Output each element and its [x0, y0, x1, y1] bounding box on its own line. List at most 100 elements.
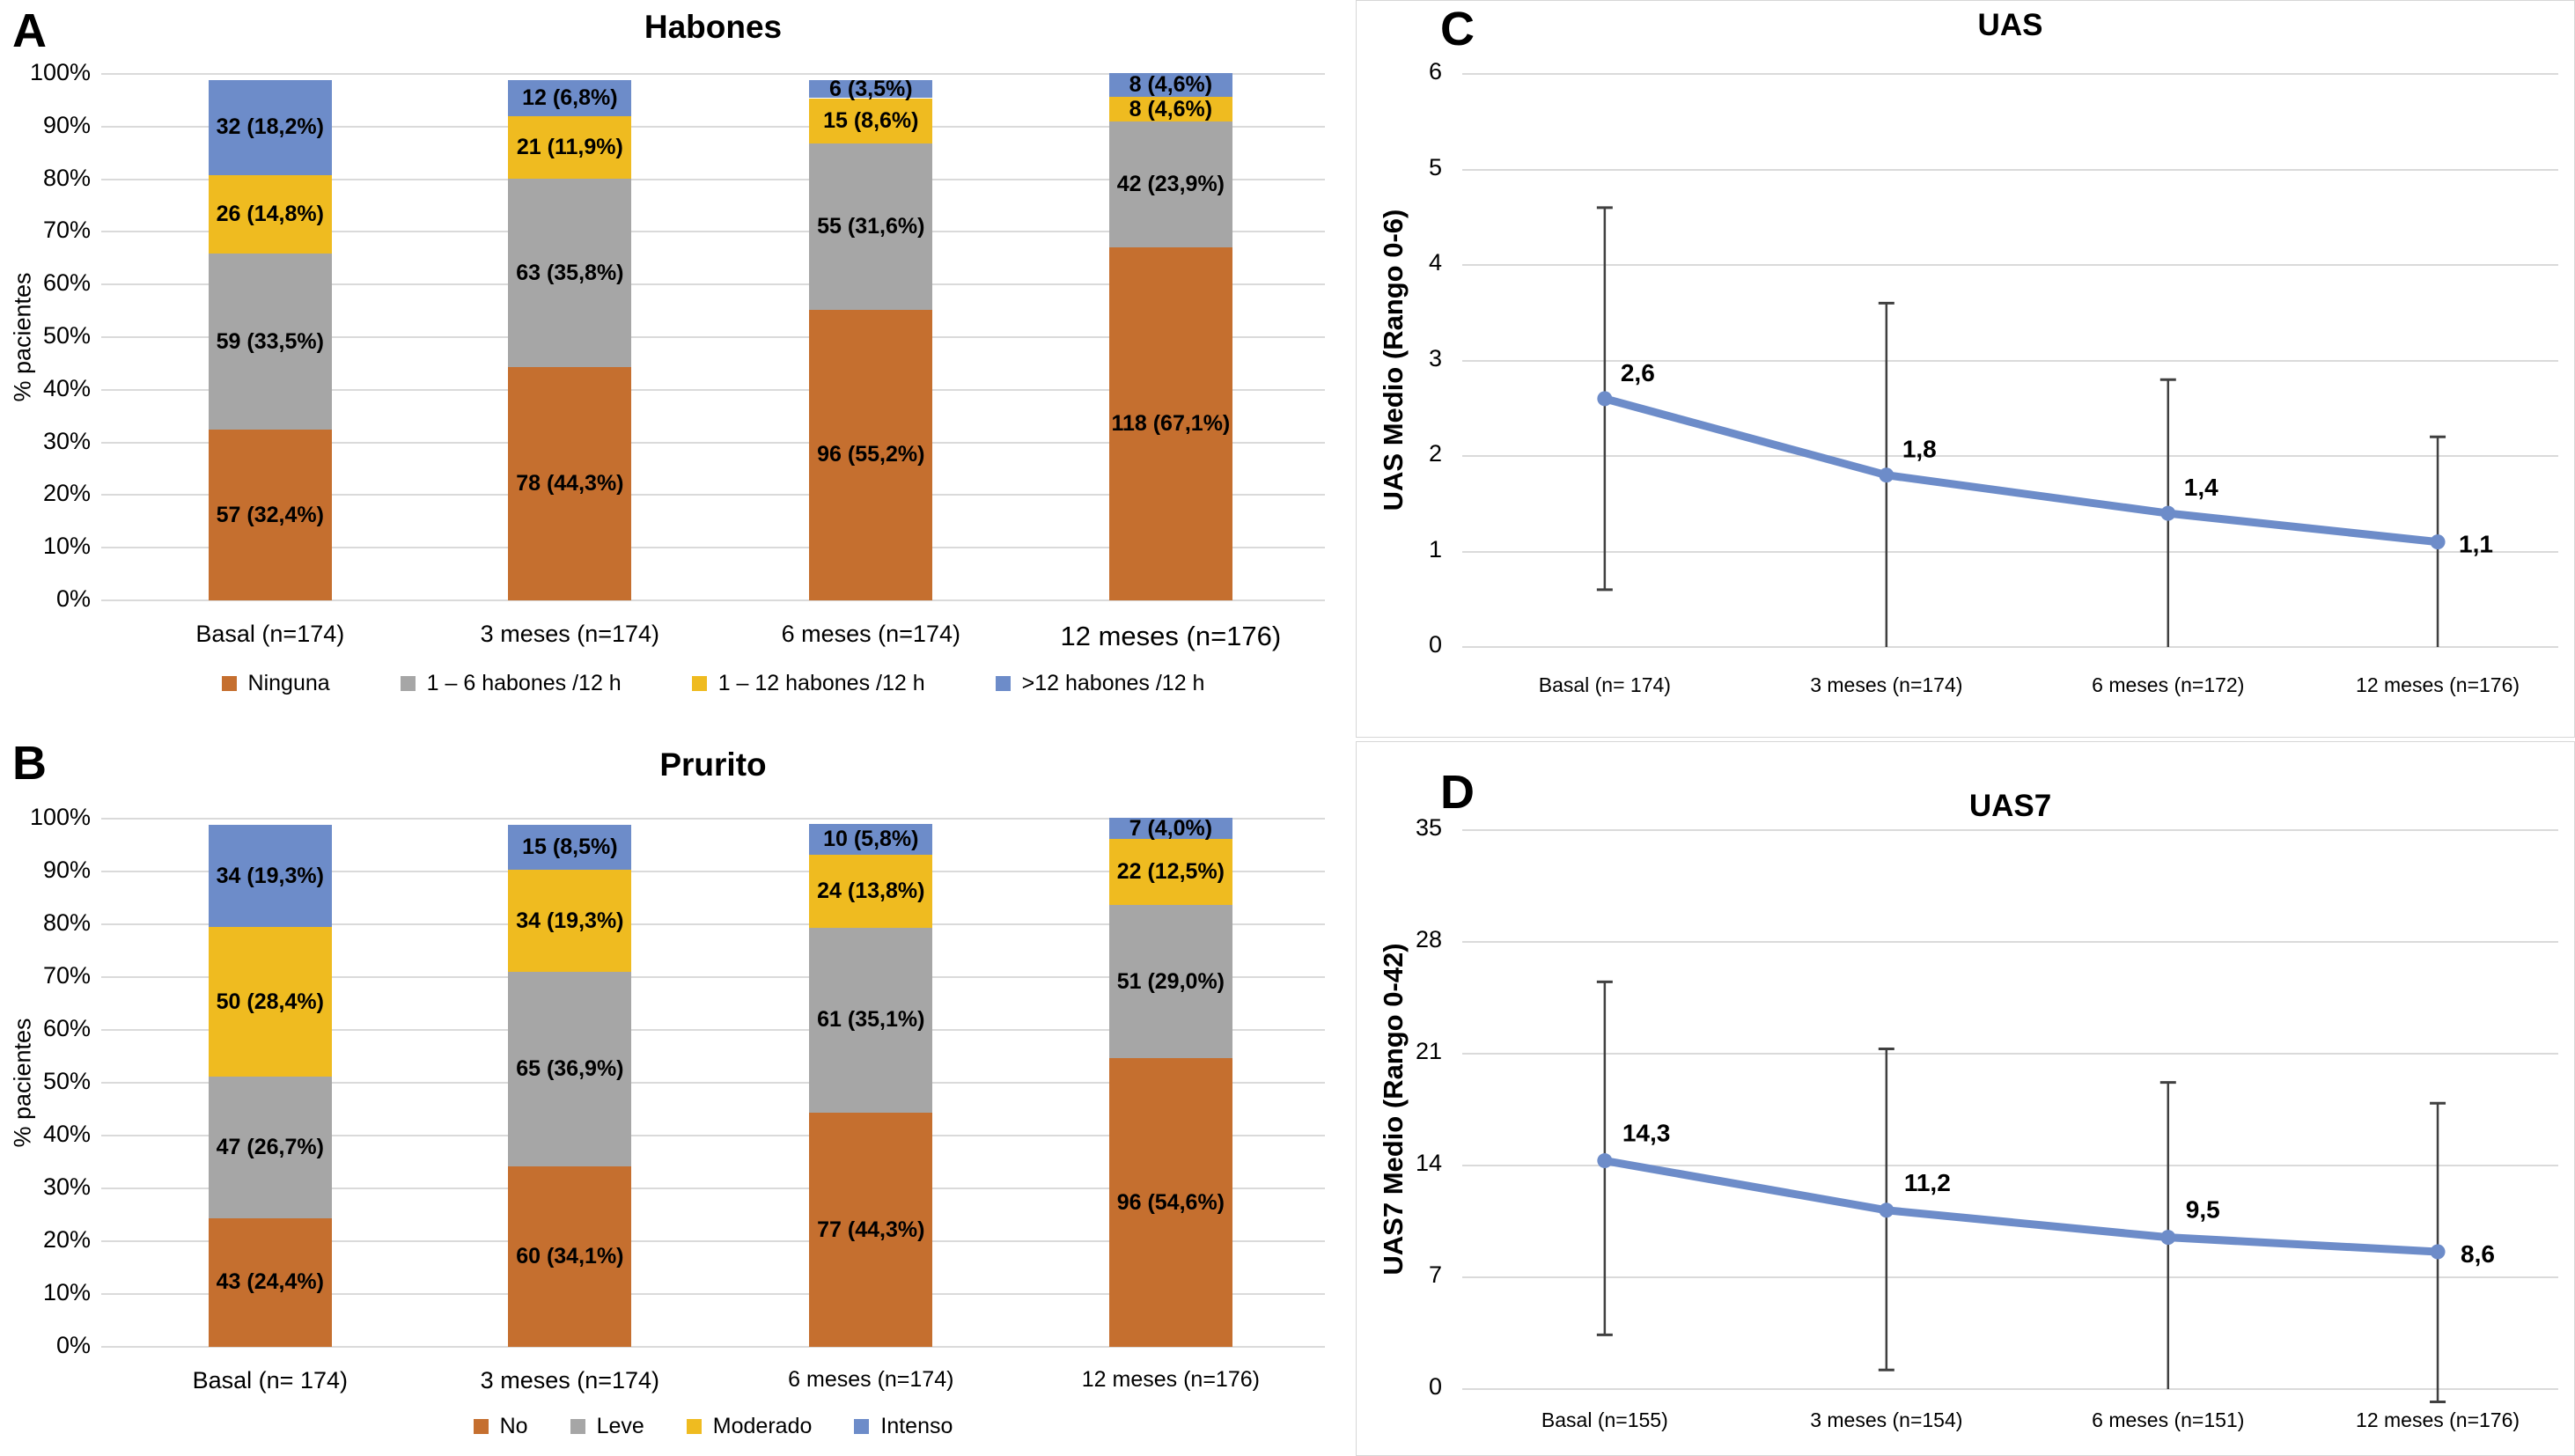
x-axis-category-label: 12 meses (n=176): [2356, 1408, 2520, 1431]
gridline: [101, 178, 1325, 180]
bar-segment-A-1: 59 (33,5%): [208, 253, 332, 430]
legend-swatch-icon: [400, 676, 416, 691]
x-axis-category-label: Basal (n= 174): [1538, 673, 1671, 696]
y-tick-label: 30%: [42, 1173, 91, 1200]
bar-segment-B-1: 50 (28,4%): [208, 927, 332, 1077]
bar-segment-value-label: 63 (35,8%): [516, 260, 624, 285]
bar-segment-B-2: 34 (19,3%): [508, 870, 632, 972]
y-tick-label: 80%: [42, 164, 91, 191]
bar-segment-A-3: 15 (8,6%): [809, 98, 933, 143]
panel-b-prurito: B Prurito % pacientes No Leve Moderado Inte…: [0, 734, 1356, 1456]
bar-segment-B-2: 60 (34,1%): [508, 1166, 632, 1347]
panel-b-title: Prurito: [659, 746, 767, 783]
gridline: [1462, 1276, 2558, 1278]
gridline: [1462, 168, 2558, 171]
legend-label: >12 habones /12 h: [1021, 671, 1205, 695]
gridline: [101, 818, 1325, 820]
legend-label: Ninguna: [247, 671, 330, 695]
bar-segment-A-2: 78 (44,3%): [508, 367, 632, 600]
data-point-marker: [2160, 1230, 2176, 1246]
legend-item: Moderado: [686, 1414, 813, 1439]
legend-swatch-icon: [691, 676, 707, 691]
x-axis-category-label: 3 meses (n=174): [480, 1367, 660, 1393]
bar-segment-value-label: 32 (18,2%): [216, 114, 324, 140]
y-tick-label: 4: [1428, 249, 1442, 276]
bar-segment-value-label: 96 (54,6%): [1116, 1189, 1225, 1215]
bar-segment-value-label: 78 (44,3%): [516, 471, 624, 496]
y-tick-label: 14: [1415, 1150, 1442, 1176]
bar-segment-value-label: 65 (36,9%): [516, 1056, 624, 1082]
bar-segment-value-label: 59 (33,5%): [216, 328, 324, 354]
gridline: [101, 73, 1325, 75]
panel-a-title: Habones: [644, 9, 783, 45]
x-axis-category-label: 12 meses (n=176): [1081, 1367, 1260, 1392]
gridline: [101, 1293, 1325, 1295]
x-axis-category-label: 3 meses (n=154): [1810, 1408, 1963, 1431]
gridline: [101, 923, 1325, 925]
bar-segment-value-label: 47 (26,7%): [216, 1134, 324, 1159]
gridline: [101, 1240, 1325, 1242]
gridline: [101, 1346, 1325, 1348]
legend-item: >12 habones /12 h: [995, 671, 1205, 696]
gridline: [101, 1029, 1325, 1031]
x-axis-category-label: 3 meses (n=174): [480, 621, 660, 647]
legend-item: Leve: [570, 1414, 644, 1439]
legend-swatch-icon: [570, 1419, 585, 1434]
data-point-marker: [1879, 467, 1894, 483]
gridline: [101, 388, 1325, 391]
bar-segment-value-label: 21 (11,9%): [516, 134, 623, 159]
bar-segment-A-1: 26 (14,8%): [208, 175, 332, 254]
panel-d-y-axis-label: UAS7 Medio (Rango 0-42): [1378, 943, 1409, 1276]
legend-swatch-icon: [854, 1419, 870, 1434]
y-tick-label: 3: [1428, 344, 1442, 371]
legend-swatch-icon: [686, 1419, 702, 1434]
x-axis-category-label: 12 meses (n=176): [2356, 673, 2520, 696]
data-point-marker: [1879, 1202, 1894, 1218]
bar-segment-A-2: 21 (11,9%): [508, 115, 632, 179]
bar-segment-value-label: 22 (12,5%): [1116, 859, 1225, 885]
legend-item: Ninguna: [221, 671, 330, 696]
panel-a-legend: Ninguna 1 – 6 habones /12 h 1 – 12 habones…: [101, 671, 1325, 696]
bar-segment-value-label: 60 (34,1%): [516, 1244, 624, 1269]
legend-item: No: [473, 1414, 528, 1439]
bar-segment-value-label: 12 (6,8%): [522, 85, 618, 110]
gridline: [101, 547, 1325, 549]
y-tick-label: 50%: [42, 322, 91, 349]
x-axis-category-label: 6 meses (n=174): [781, 621, 960, 647]
bar-segment-A-4: 118 (67,1%): [1108, 246, 1232, 600]
bar-segment-value-label: 15 (8,6%): [823, 107, 919, 133]
bar-segment-value-label: 6 (3,5%): [829, 76, 913, 101]
y-tick-label: 6: [1428, 58, 1442, 85]
panel-d-letter: D: [1440, 766, 1475, 819]
x-axis-category-label: 6 meses (n=172): [2092, 673, 2245, 696]
bar-segment-value-label: 57 (32,4%): [216, 502, 324, 527]
legend-item: 1 – 12 habones /12 h: [691, 671, 925, 696]
gridline: [101, 1082, 1325, 1084]
gridline: [101, 231, 1325, 233]
gridline: [101, 441, 1325, 444]
bar-segment-value-label: 96 (55,2%): [817, 442, 925, 467]
line-chart-C: 2,6 1,8 1,4 1,1: [1596, 206, 2493, 647]
gridline: [101, 125, 1325, 128]
gridline: [1462, 646, 2558, 648]
y-tick-label: 0%: [55, 585, 91, 612]
bar-segment-value-label: 34 (19,3%): [216, 863, 324, 888]
y-tick-label: 21: [1415, 1038, 1442, 1064]
y-tick-label: 10%: [42, 533, 91, 560]
y-tick-label: 40%: [42, 1121, 91, 1147]
x-axis-category-label: 6 meses (n=174): [788, 1367, 954, 1392]
bar-segment-value-label: 15 (8,5%): [522, 835, 618, 860]
data-point-value-label: 1,1: [2459, 531, 2493, 558]
legend-swatch-icon: [995, 676, 1011, 691]
panel-c-uas: C UAS UAS Medio (Rango 0-6) 0 1 2 3 4 5 6 2,6 1,…: [1356, 0, 2575, 738]
bar-segment-A-2: 12 (6,8%): [508, 80, 632, 116]
bar-segment-B-1: 43 (24,4%): [208, 1217, 332, 1347]
legend-label: Moderado: [712, 1414, 813, 1438]
bar-segment-B-3: 61 (35,1%): [809, 927, 933, 1114]
panel-c-letter: C: [1440, 3, 1475, 55]
data-point-marker: [2430, 534, 2446, 550]
y-tick-label: 70%: [42, 217, 91, 244]
panel-d-uas7: D UAS7 UAS7 Medio (Rango 0-42) 0 7 14 21 28 3…: [1356, 741, 2575, 1456]
bar-segment-value-label: 43 (24,4%): [216, 1269, 324, 1295]
